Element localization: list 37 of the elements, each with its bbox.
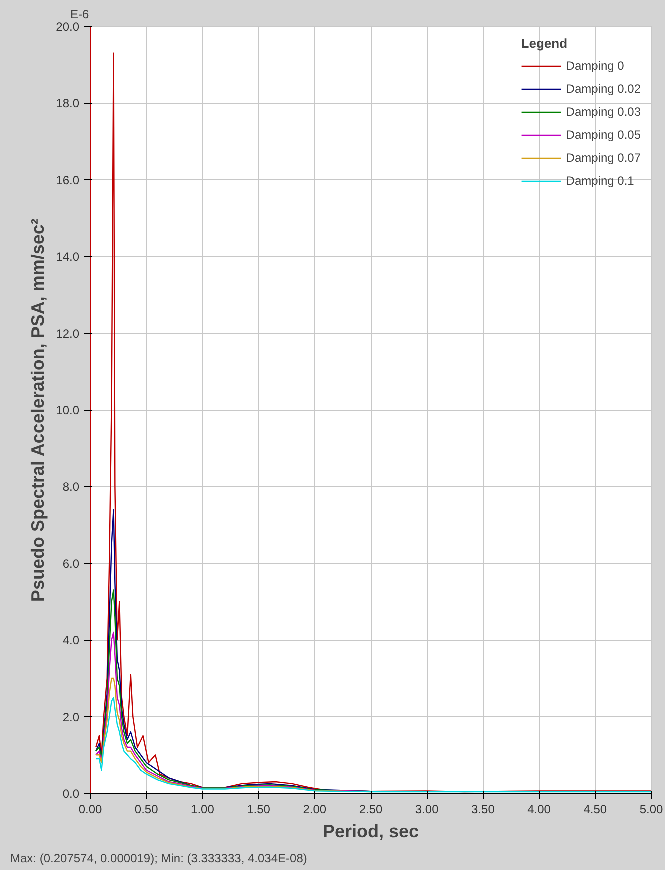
x-tick-label: 3.00 <box>415 802 440 816</box>
legend-label: Damping 0.07 <box>566 151 641 165</box>
y-tick-label: 4.0 <box>62 634 80 648</box>
y-tick-label: 20.0 <box>56 20 80 34</box>
y-tick-label: 6.0 <box>62 556 80 571</box>
y-tick-label: 16.0 <box>56 173 80 188</box>
x-tick-label: 0.00 <box>78 802 103 816</box>
y-axis-title: Psuedo Spectral Acceleration, PSA, mm/sec² <box>28 218 48 602</box>
legend-label: Damping 0.1 <box>566 174 634 188</box>
y-tick-label: 0.0 <box>62 787 80 801</box>
x-tick-label: 0.50 <box>134 802 159 816</box>
x-tick-label: 2.00 <box>303 802 327 816</box>
line-series <box>96 632 372 792</box>
y-tick-label: 2.0 <box>62 710 80 724</box>
y-tick-label: 8.0 <box>62 480 80 494</box>
legend-label: Damping 0.02 <box>566 82 641 96</box>
line-series <box>96 509 428 792</box>
text: E-6 <box>70 8 90 22</box>
x-tick-label: 3.50 <box>472 802 496 816</box>
y-tick-label: 10.0 <box>56 404 80 418</box>
legend-label: Damping 0.03 <box>566 105 641 119</box>
y-tick-label: 12.0 <box>56 326 80 341</box>
y-tick-label: 14.0 <box>56 250 80 264</box>
x-tick-label: 2.50 <box>359 802 384 816</box>
x-tick-label: 1.50 <box>247 802 271 816</box>
y-tick-label: 18.0 <box>56 96 80 111</box>
x-tick-label: 1.00 <box>191 802 215 816</box>
x-tick-label: 5.00 <box>640 802 664 816</box>
legend-title: Legend <box>521 36 569 51</box>
x-axis-title: Period, sec <box>322 822 420 842</box>
x-tick-label: 4.50 <box>584 802 608 816</box>
line-series <box>96 697 652 793</box>
x-tick-label: 4.00 <box>528 802 552 816</box>
legend-label: Damping 0.05 <box>566 128 641 142</box>
text: Max: (0.207574, 0.000019); Min: (3.333333, 4.034E-08) <box>10 852 308 866</box>
legend-label: Damping 0 <box>566 59 624 73</box>
line-series <box>96 52 652 793</box>
